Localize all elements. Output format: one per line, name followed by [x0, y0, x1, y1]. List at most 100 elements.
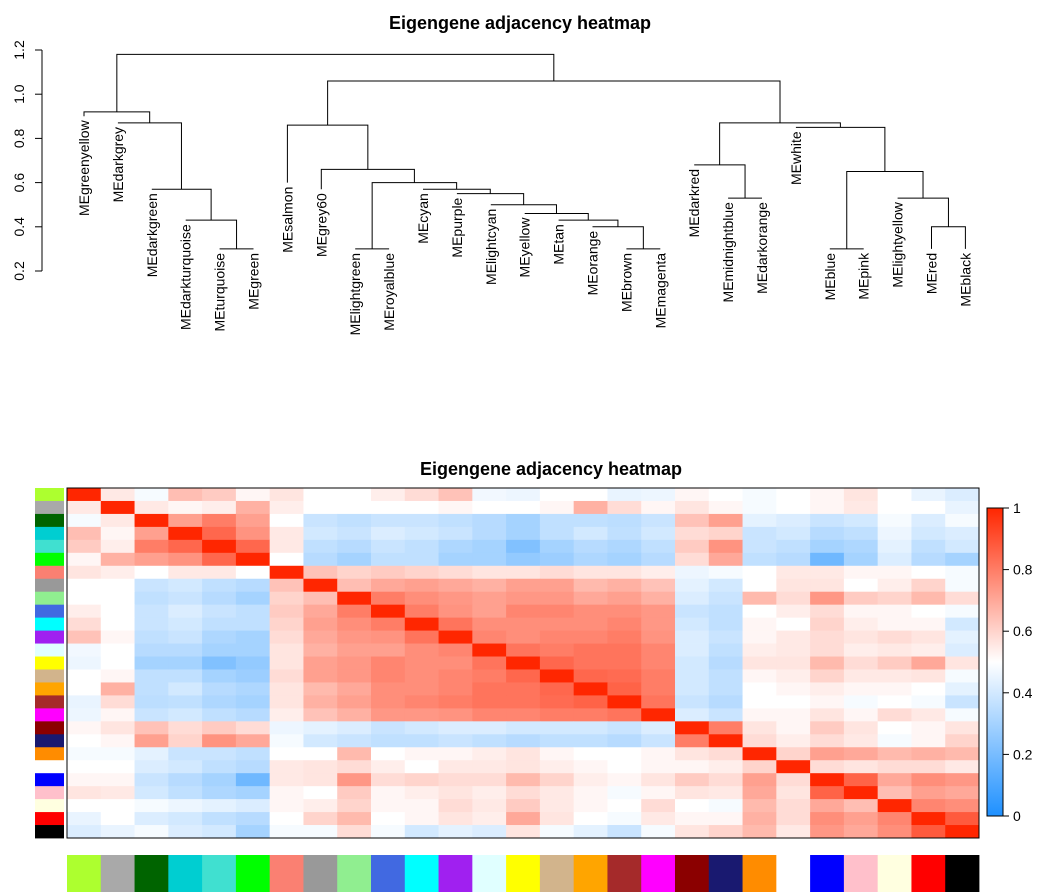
heatmap-cell — [776, 695, 811, 709]
heatmap-cell — [404, 591, 439, 606]
heatmap-cell — [945, 526, 980, 541]
dendrogram-title: Eigengene adjacency heatmap — [389, 13, 651, 33]
dendrogram-leaf-label: MElightgreen — [347, 253, 363, 336]
heatmap-cell — [269, 760, 304, 774]
dendrogram-leaf-label: MElightyellow — [890, 201, 906, 287]
heatmap-cell — [269, 747, 304, 761]
heatmap-cell — [168, 643, 203, 657]
heatmap-cell — [472, 760, 507, 774]
heatmap-row-color-bar — [35, 488, 64, 839]
heatmap-cell — [810, 747, 845, 761]
heatmap-cell — [303, 539, 338, 554]
dendrogram-branch — [151, 188, 212, 221]
heatmap-cell — [945, 591, 980, 606]
y-tick-label: 0.8 — [11, 128, 27, 148]
heatmap-cell — [742, 669, 777, 683]
heatmap-cell — [539, 500, 575, 515]
heatmap-cell — [945, 708, 980, 722]
heatmap-cell — [67, 747, 102, 761]
heatmap-cell — [573, 630, 608, 644]
heatmap-cell — [675, 721, 710, 735]
heatmap-cell — [404, 565, 439, 580]
heatmap-cell — [573, 526, 608, 541]
heatmap-cell — [843, 513, 879, 528]
heatmap-cell — [945, 552, 980, 567]
heatmap-cell — [506, 682, 541, 696]
heatmap-cell — [337, 747, 372, 761]
heatmap-cell — [641, 669, 676, 683]
heatmap-cell — [843, 721, 879, 735]
heatmap-cell — [945, 734, 980, 748]
heatmap-cell — [100, 539, 135, 554]
heatmap-cell — [100, 773, 135, 787]
heatmap-cell — [607, 747, 642, 761]
heatmap-cell — [675, 643, 710, 657]
column-color-swatch — [235, 855, 271, 892]
heatmap-cell — [945, 799, 980, 813]
dendrogram-leaf-label: MEdarkgreen — [144, 193, 160, 277]
heatmap-cell — [877, 812, 912, 826]
heatmap-cell — [202, 500, 237, 515]
heatmap-cell — [539, 799, 575, 813]
heatmap-cell — [945, 488, 980, 502]
heatmap-cell — [843, 565, 879, 580]
dendrogram-branch — [719, 122, 841, 165]
heatmap-cell — [303, 825, 338, 839]
heatmap-cell — [506, 669, 541, 683]
heatmap-cell — [607, 812, 642, 826]
heatmap-cell — [776, 721, 811, 735]
heatmap-cell — [438, 526, 473, 541]
heatmap-cell — [708, 747, 743, 761]
heatmap-cell — [438, 539, 473, 554]
heatmap-cell — [168, 565, 203, 580]
heatmap-cell — [371, 539, 406, 554]
heatmap-cell — [134, 539, 169, 554]
heatmap-cell — [371, 591, 406, 606]
heatmap-cell — [877, 760, 912, 774]
heatmap-cell — [371, 578, 406, 593]
heatmap-cell — [202, 539, 237, 554]
column-color-swatch — [269, 855, 304, 892]
heatmap-cell — [371, 669, 406, 683]
heatmap-cell — [810, 721, 845, 735]
heatmap-cell — [134, 565, 169, 580]
heatmap-cell — [573, 500, 608, 515]
heatmap-cell — [404, 500, 439, 515]
heatmap-cell — [539, 721, 575, 735]
dendrogram-tree — [83, 53, 966, 250]
heatmap-cell — [371, 488, 406, 502]
heatmap-cell — [641, 500, 676, 515]
heatmap-cell — [337, 643, 372, 657]
heatmap-cell — [539, 786, 575, 800]
column-color-swatch — [810, 855, 845, 892]
heatmap-cell — [337, 695, 372, 709]
heatmap-cell — [877, 526, 912, 541]
heatmap-cell — [607, 604, 642, 619]
heatmap-cell — [472, 786, 507, 800]
heatmap-cell — [100, 617, 135, 631]
heatmap-cell — [303, 630, 338, 644]
heatmap-cell — [539, 669, 575, 683]
heatmap-cell — [337, 578, 372, 593]
heatmap-cell — [573, 591, 608, 606]
dendrogram-leaf-label: MEdarkorange — [754, 202, 770, 294]
heatmap-cell — [810, 695, 845, 709]
color-scale-bar — [986, 507, 1004, 817]
heatmap-cell — [877, 500, 912, 515]
heatmap-cell — [202, 578, 237, 593]
heatmap-cell — [438, 747, 473, 761]
heatmap-cell — [573, 799, 608, 813]
heatmap-cell — [404, 773, 439, 787]
heatmap-cell — [776, 643, 811, 657]
heatmap-cell — [269, 513, 304, 528]
heatmap-cell — [472, 526, 507, 541]
heatmap-cell — [675, 786, 710, 800]
heatmap-cell — [911, 513, 946, 528]
heatmap-cell — [843, 799, 879, 813]
heatmap-cell — [337, 513, 372, 528]
heatmap-cell — [202, 552, 237, 567]
heatmap-cell — [675, 708, 710, 722]
column-color-swatch — [100, 855, 135, 892]
heatmap-cell — [607, 708, 642, 722]
heatmap-cell — [607, 617, 642, 631]
